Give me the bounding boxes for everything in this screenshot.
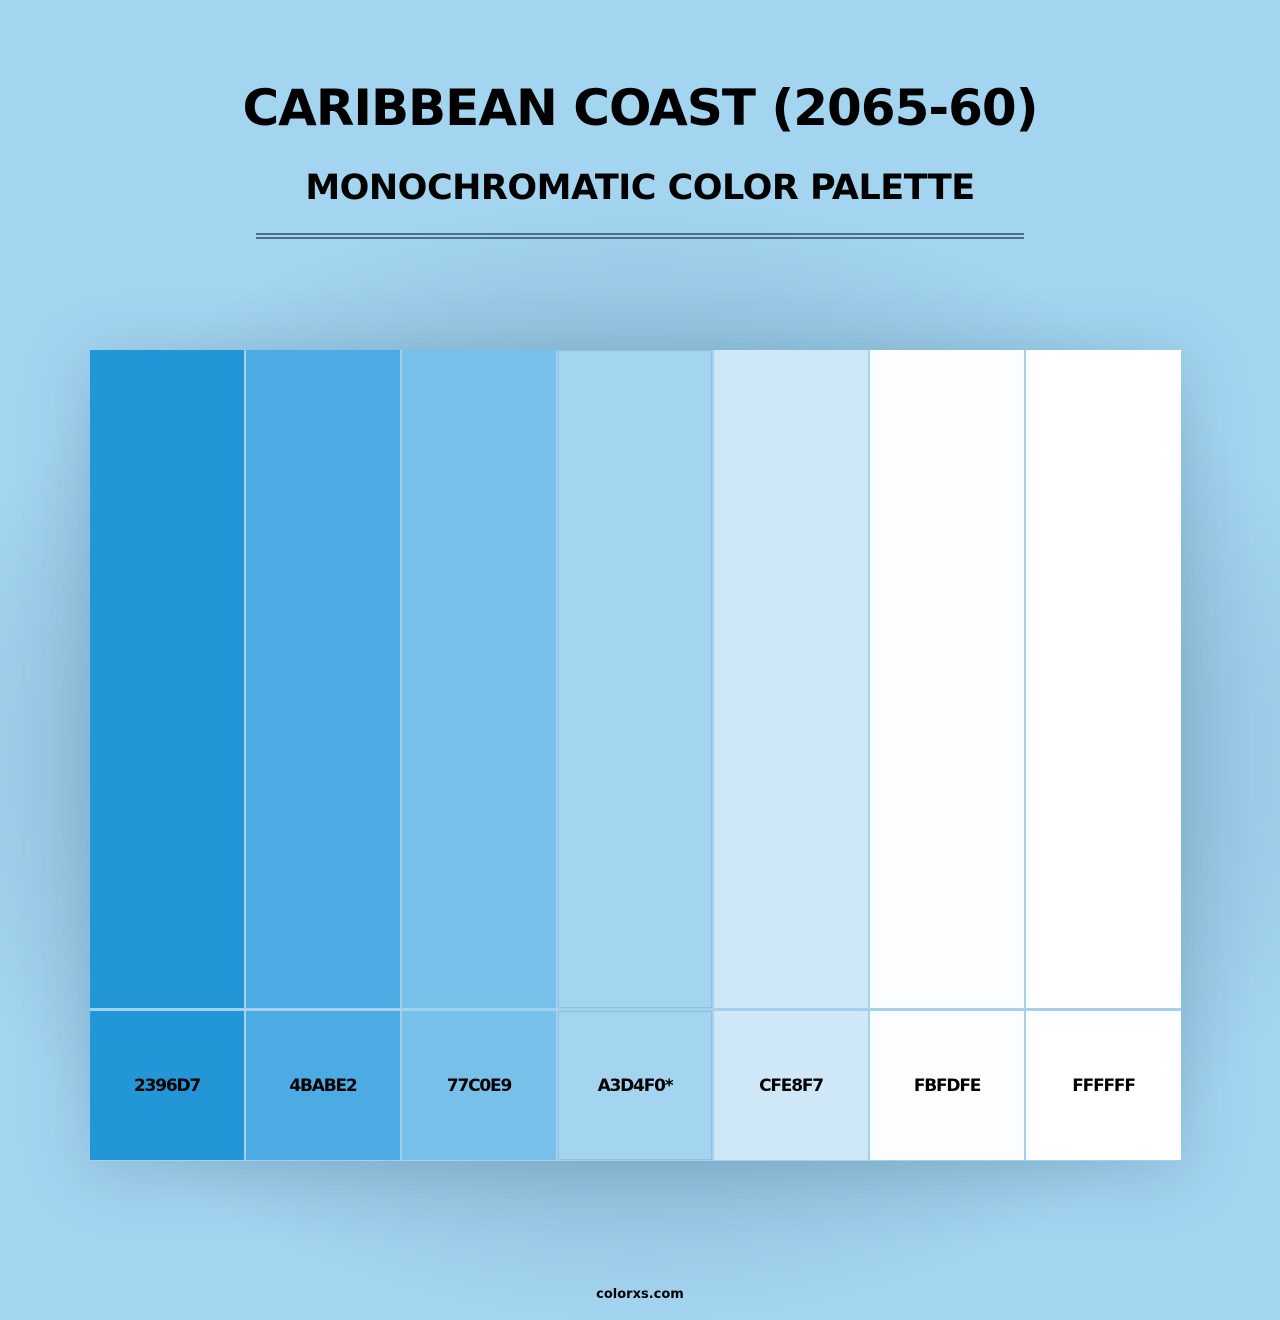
palette-column: FFFFFF: [1026, 350, 1181, 1161]
palette-column: 77C0E9: [402, 350, 556, 1161]
color-swatch[interactable]: [870, 350, 1024, 1008]
color-swatch[interactable]: [246, 350, 400, 1008]
color-swatch[interactable]: [714, 350, 868, 1008]
color-label-cell[interactable]: A3D4F0*: [558, 1011, 712, 1160]
hex-code-label: CFE8F7: [759, 1075, 824, 1096]
color-swatch[interactable]: [90, 350, 244, 1008]
color-swatch[interactable]: [1026, 350, 1181, 1008]
color-label-cell[interactable]: 2396D7: [90, 1011, 244, 1160]
page-subtitle: MONOCHROMATIC COLOR PALETTE: [305, 168, 975, 208]
hex-code-label: FBFDFE: [913, 1075, 982, 1096]
hex-code-label: 2396D7: [133, 1075, 201, 1096]
palette-column: CFE8F7: [714, 350, 868, 1161]
color-label-cell[interactable]: FFFFFF: [1026, 1011, 1181, 1160]
page-title: CARIBBEAN COAST (2065-60): [242, 79, 1038, 137]
color-label-cell[interactable]: 4BABE2: [246, 1011, 400, 1160]
color-label-cell[interactable]: 77C0E9: [402, 1011, 556, 1160]
color-swatch[interactable]: [402, 350, 556, 1008]
hex-code-label: FFFFFF: [1072, 1075, 1136, 1096]
color-swatch[interactable]: [558, 350, 712, 1008]
hex-code-label: 4BABE2: [289, 1075, 357, 1096]
hex-code-label: A3D4F0*: [597, 1075, 674, 1096]
palette-column-base: A3D4F0*: [558, 350, 712, 1161]
color-label-cell[interactable]: FBFDFE: [870, 1011, 1024, 1160]
color-label-cell[interactable]: CFE8F7: [714, 1011, 868, 1160]
title-divider-top: [256, 233, 1024, 235]
palette-column: FBFDFE: [870, 350, 1024, 1161]
title-divider-bottom: [256, 237, 1024, 239]
palette-column: 4BABE2: [246, 350, 400, 1161]
hex-code-label: 77C0E9: [446, 1075, 512, 1096]
footer-site-link[interactable]: colorxs.com: [596, 1287, 684, 1302]
palette-column: 2396D7: [90, 350, 244, 1161]
color-palette: 2396D7 4BABE2 77C0E9 A3D4F0* CFE8F7 FBFD…: [90, 350, 1181, 1161]
